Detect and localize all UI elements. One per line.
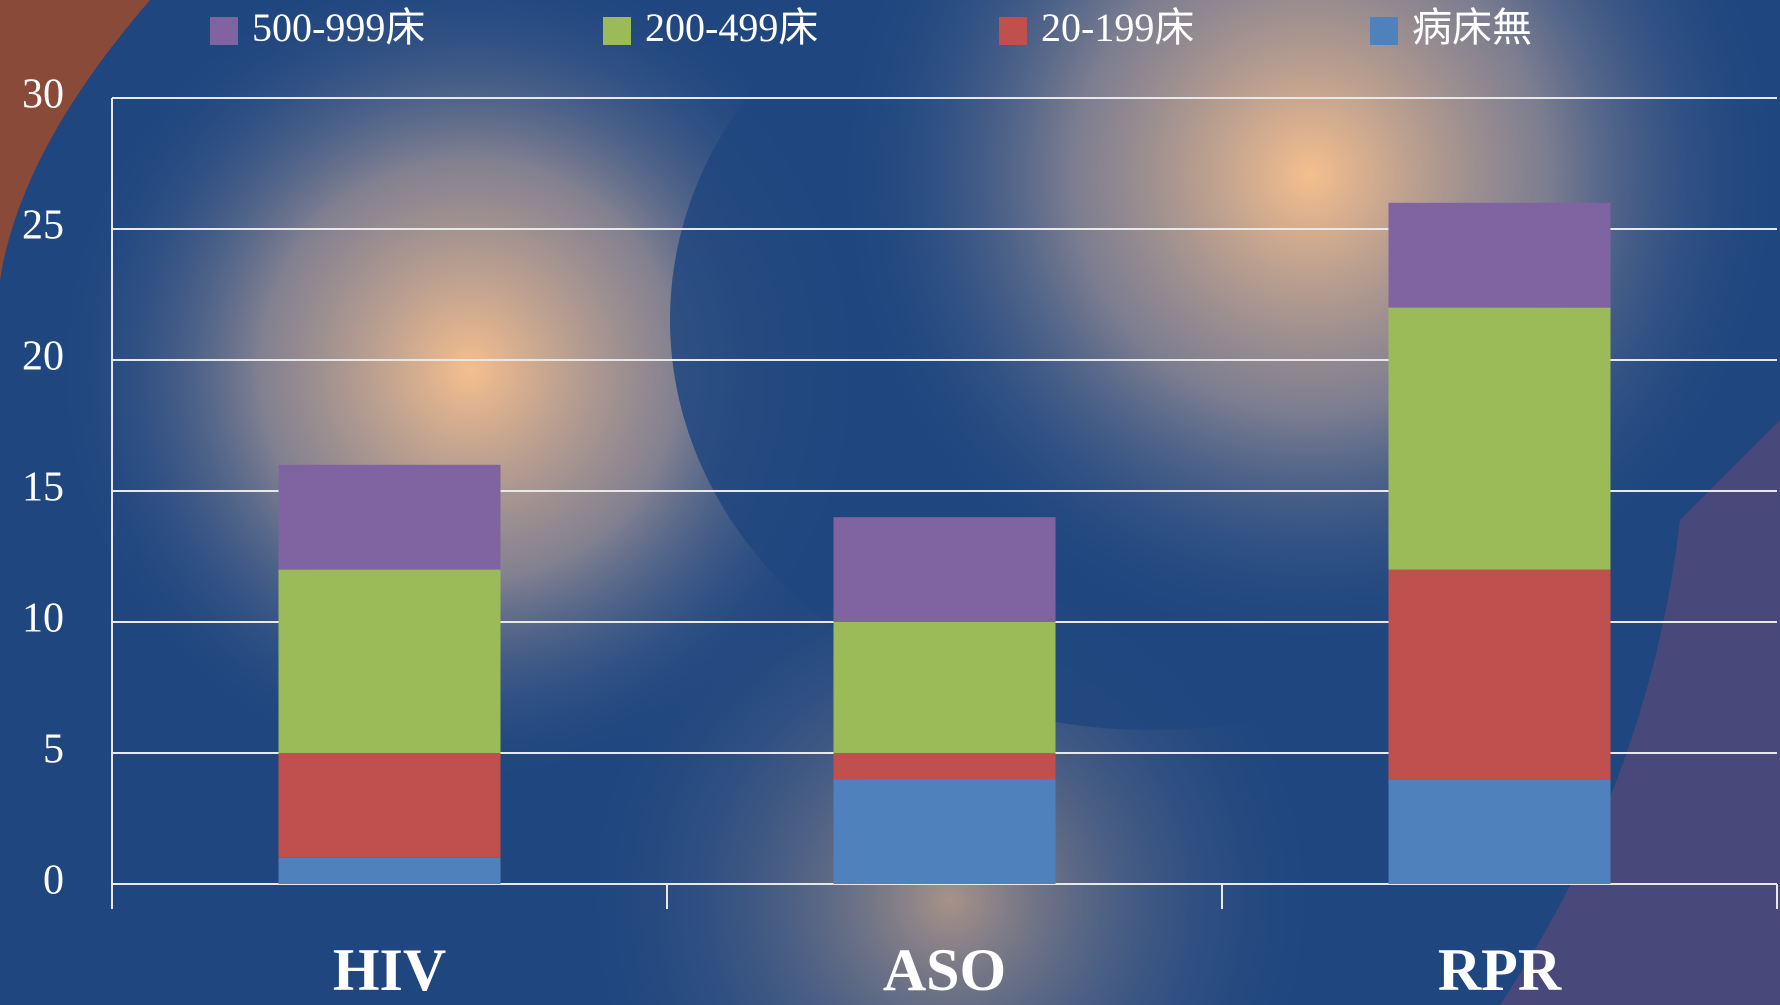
bar-segment: [1388, 779, 1611, 884]
y-tick-label: 5: [43, 727, 64, 773]
bar-segment: [278, 464, 501, 570]
y-tick-label: 15: [22, 465, 64, 511]
y-tick-label: 0: [43, 858, 64, 904]
legend-label: 200-499床: [645, 5, 818, 50]
legend-swatch: [210, 17, 238, 45]
y-tick-label: 10: [22, 596, 64, 642]
bar-segment: [278, 753, 501, 858]
y-tick-label: 20: [22, 334, 64, 380]
legend-swatch: [1370, 17, 1398, 45]
legend-swatch: [603, 17, 631, 45]
bar-segment: [833, 517, 1056, 622]
legend-label: 500-999床: [252, 5, 425, 50]
bar-segment: [833, 779, 1056, 884]
bar-segment: [1388, 202, 1611, 308]
y-tick-label: 30: [22, 72, 64, 118]
x-tick-label: RPR: [1438, 937, 1562, 1003]
bar-segment: [1388, 307, 1611, 570]
x-tick-label: HIV: [333, 937, 446, 1003]
legend-label: 病床無: [1412, 5, 1532, 50]
bar-segment: [278, 569, 501, 753]
bar-segment: [833, 622, 1056, 753]
bar-segment: [833, 753, 1056, 780]
legend-swatch: [999, 17, 1027, 45]
bar-segment: [1388, 569, 1611, 780]
legend-label: 20-199床: [1041, 5, 1194, 50]
x-tick-label: ASO: [883, 937, 1006, 1003]
y-tick-label: 25: [22, 203, 64, 249]
bar-segment: [278, 857, 501, 884]
